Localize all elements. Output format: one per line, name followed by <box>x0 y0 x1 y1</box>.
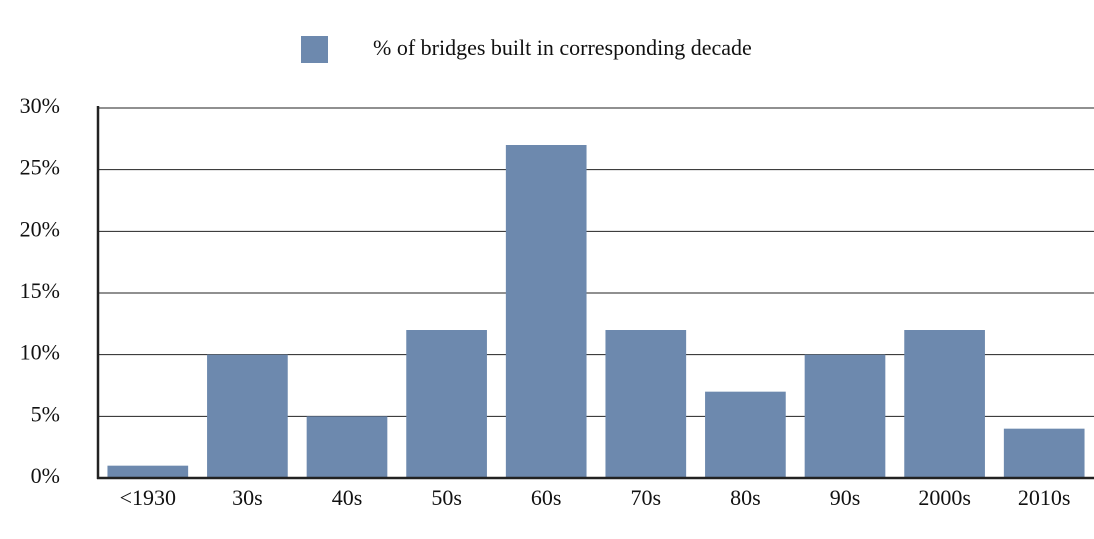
bar <box>306 416 388 478</box>
bar <box>605 330 687 478</box>
x-tick-label: 90s <box>830 485 861 510</box>
x-tick-label: 80s <box>730 485 761 510</box>
x-tick-label: 30s <box>232 485 263 510</box>
y-tick-label: 20% <box>20 216 60 241</box>
bar <box>207 354 288 478</box>
x-tick-label: 50s <box>431 485 462 510</box>
bar <box>904 330 985 478</box>
y-tick-label: 0% <box>31 463 60 488</box>
bar <box>1003 428 1085 478</box>
legend-label: % of bridges built in corresponding deca… <box>373 35 752 60</box>
legend-swatch <box>301 36 328 63</box>
bar <box>505 145 587 478</box>
bar <box>705 391 786 478</box>
y-tick-label: 10% <box>20 340 60 365</box>
x-tick-label: 70s <box>631 485 662 510</box>
y-tick-label: 15% <box>20 278 60 303</box>
x-tick-label: 40s <box>332 485 363 510</box>
x-tick-label: 2010s <box>1018 485 1071 510</box>
bar <box>804 354 886 478</box>
x-tick-label: 2000s <box>918 485 971 510</box>
bar <box>107 465 189 478</box>
y-tick-label: 25% <box>20 155 60 180</box>
bar <box>406 330 487 478</box>
x-tick-label: 60s <box>531 485 562 510</box>
y-tick-label: 30% <box>20 93 60 118</box>
x-tick-label: <1930 <box>120 485 176 510</box>
y-tick-label: 5% <box>31 401 60 426</box>
